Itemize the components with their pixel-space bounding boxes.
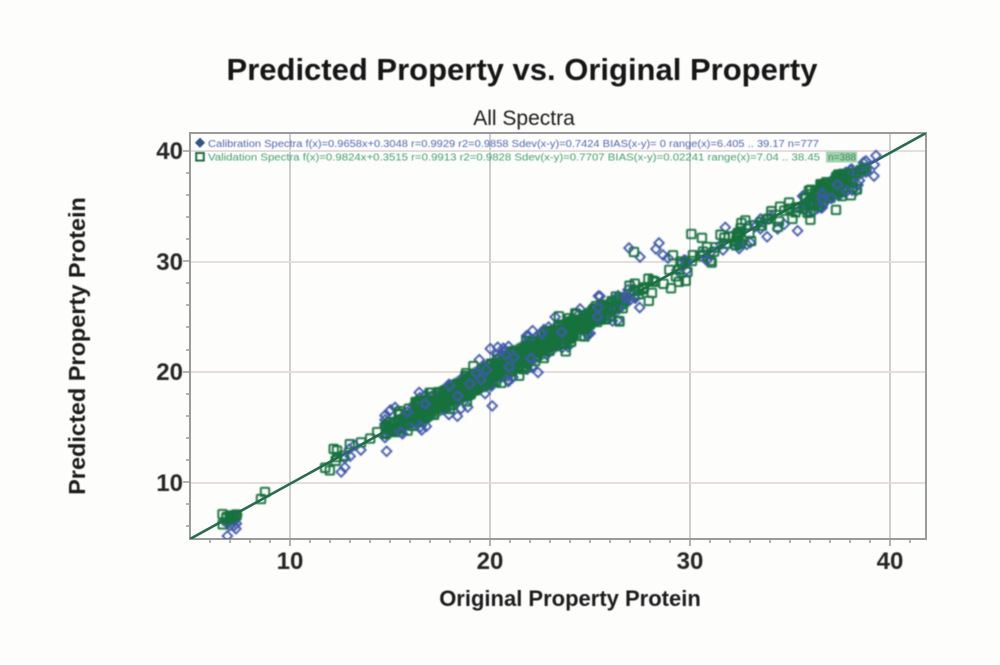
svg-text:Predicted Property vs. Origina: Predicted Property vs. Original Property [227,52,819,87]
svg-text:n=388: n=388 [828,153,857,164]
svg-text:Predicted Property Protein: Predicted Property Protein [64,197,90,495]
svg-text:30: 30 [156,249,183,276]
svg-text:Calibration Spectra f(x)=0.965: Calibration Spectra f(x)=0.9658x+0.3048 … [208,139,819,150]
svg-text:Validation Spectra f(x)=0.9824: Validation Spectra f(x)=0.9824x+0.3515 r… [208,153,820,164]
svg-text:10: 10 [156,470,183,497]
svg-text:Original Property Protein: Original Property Protein [439,586,701,611]
svg-text:20: 20 [156,359,183,386]
svg-text:10: 10 [277,548,304,575]
svg-text:30: 30 [677,548,704,575]
svg-text:40: 40 [156,138,183,165]
svg-text:All Spectra: All Spectra [473,107,575,130]
svg-text:20: 20 [477,548,504,575]
svg-text:40: 40 [877,548,904,575]
